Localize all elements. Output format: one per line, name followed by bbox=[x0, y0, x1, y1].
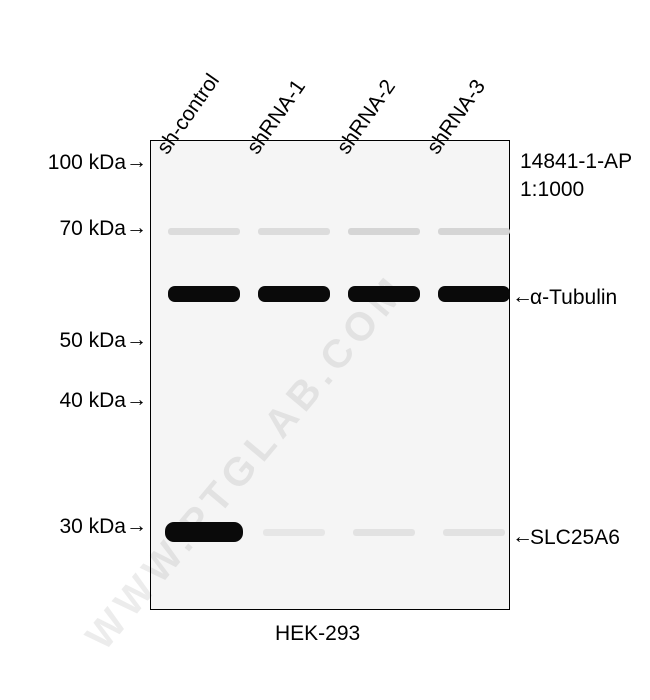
arrow-right-icon: → bbox=[126, 388, 147, 412]
mw-marker-label: 70 kDa bbox=[59, 217, 126, 241]
mw-marker-label: 30 kDa bbox=[59, 515, 126, 539]
figure-container: WWW.PTGLAB.COM sh-controlshRNA-1shRNA-2s… bbox=[0, 0, 650, 700]
cell-line-label: HEK-293 bbox=[275, 622, 360, 646]
arrow-right-icon: → bbox=[126, 514, 147, 538]
band-faint bbox=[348, 228, 420, 235]
tubulin-label: α-Tubulin bbox=[530, 286, 617, 310]
antibody-id-label: 14841-1-AP bbox=[520, 150, 632, 174]
band-tubulin bbox=[348, 286, 420, 302]
band-tubulin bbox=[168, 286, 240, 302]
band-target bbox=[353, 529, 415, 536]
band-tubulin bbox=[438, 286, 510, 302]
band-target bbox=[165, 522, 243, 542]
arrow-right-icon: → bbox=[126, 216, 147, 240]
mw-marker-label: 50 kDa bbox=[59, 329, 126, 353]
band-faint bbox=[168, 228, 240, 235]
arrow-right-icon: → bbox=[126, 328, 147, 352]
dilution-label: 1:1000 bbox=[520, 178, 584, 202]
band-target bbox=[263, 529, 325, 536]
mw-marker-label: 100 kDa bbox=[48, 151, 126, 175]
band-faint bbox=[438, 228, 510, 235]
band-faint bbox=[258, 228, 330, 235]
target-protein-label: SLC25A6 bbox=[530, 526, 620, 550]
band-target bbox=[443, 529, 505, 536]
band-tubulin bbox=[258, 286, 330, 302]
arrow-right-icon: → bbox=[126, 150, 147, 174]
mw-marker-label: 40 kDa bbox=[59, 389, 126, 413]
